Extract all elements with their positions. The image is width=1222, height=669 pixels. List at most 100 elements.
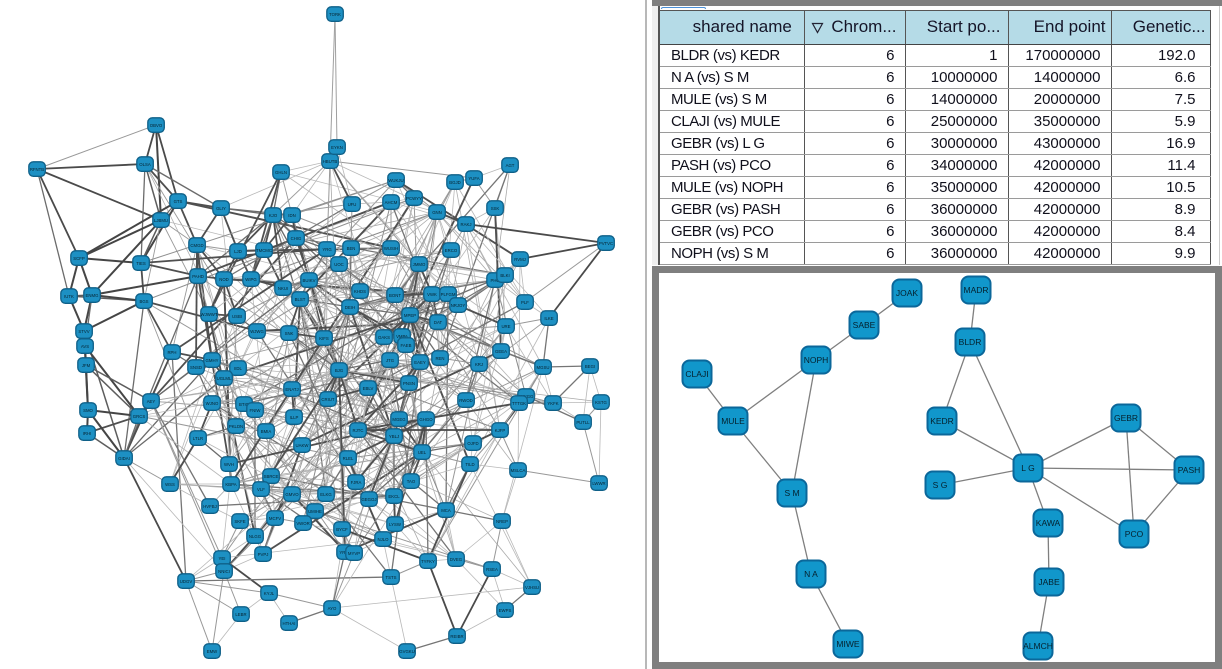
svg-text:N A: N A — [804, 569, 818, 579]
svg-text:SNK: SNK — [285, 331, 294, 336]
svg-text:ILKE: ILKE — [544, 316, 553, 321]
svg-text:FJRA: FJRA — [351, 480, 362, 485]
svg-text:TORK: TORK — [329, 12, 341, 17]
svg-text:GHGO: GHGO — [419, 417, 433, 422]
svg-text:WJWG: WJWG — [250, 329, 264, 334]
svg-text:YRLE: YRLE — [339, 550, 350, 555]
svg-text:BGJD: BGJD — [449, 180, 460, 185]
svg-text:RWOD: RWOD — [459, 398, 473, 403]
svg-text:CLAJI: CLAJI — [685, 369, 708, 379]
svg-text:MULE: MULE — [721, 416, 745, 426]
svg-text:WUKJU: WUKJU — [388, 178, 403, 183]
svg-text:PUTLL: PUTLL — [576, 420, 590, 425]
svg-text:YKFK: YKFK — [547, 401, 558, 406]
svg-text:KBPA: KBPA — [225, 482, 236, 487]
svg-text:LJD: LJD — [234, 249, 242, 254]
svg-text:CMGD: CMGD — [190, 243, 203, 248]
svg-text:PLF: PLF — [521, 300, 529, 305]
svg-text:JOAK: JOAK — [896, 288, 919, 298]
svg-text:PNSN: PNSN — [403, 381, 415, 386]
svg-text:TMCMC: TMCMC — [256, 248, 272, 253]
svg-text:SNSD: SNSD — [190, 365, 202, 370]
svg-text:ERCO: ERCO — [445, 248, 458, 253]
svg-text:CRIUT: CRIUT — [321, 397, 335, 402]
svg-text:RJTC: RJTC — [353, 428, 364, 433]
svg-text:ENMG: ENMG — [86, 293, 100, 298]
svg-text:NKUI: NKUI — [278, 286, 288, 291]
svg-text:PCWYY: PCWYY — [406, 196, 422, 201]
svg-text:EAEY: EAEY — [414, 360, 426, 365]
svg-text:BTIG: BTIG — [239, 402, 250, 407]
svg-text:MADR: MADR — [963, 285, 988, 295]
svg-text:ALMCH: ALMCH — [1023, 641, 1053, 651]
svg-text:OLSA: OLSA — [139, 162, 151, 167]
svg-text:UAKW: UAKW — [296, 443, 310, 448]
svg-text:MPEP: MPEP — [404, 313, 416, 318]
svg-text:S G: S G — [933, 480, 948, 490]
svg-text:STVV: STVV — [78, 329, 89, 334]
svg-text:WIPG: WIPG — [245, 277, 257, 282]
svg-text:BLST: BLST — [295, 297, 306, 302]
svg-text:GEEA: GEEA — [495, 349, 507, 354]
svg-text:RLEL: RLEL — [343, 456, 354, 461]
svg-text:GMHY: GMHY — [206, 358, 219, 363]
svg-text:GRCS: GRCS — [133, 414, 146, 419]
svg-text:GIDAI: GIDAI — [118, 456, 130, 461]
svg-text:AEY: AEY — [147, 399, 156, 404]
svg-text:GEBR: GEBR — [1114, 413, 1138, 423]
svg-text:LTLR: LTLR — [193, 436, 203, 441]
svg-text:IDN: IDN — [288, 213, 295, 218]
svg-text:L G: L G — [1021, 463, 1034, 473]
svg-text:HVFBJ: HVFBJ — [203, 504, 217, 509]
svg-text:GHLN: GHLN — [275, 170, 287, 175]
svg-text:OJFD: OJFD — [467, 441, 478, 446]
svg-text:JFM: JFM — [82, 363, 91, 368]
svg-text:LEBR: LEBR — [235, 612, 246, 617]
svg-text:IWYGG: IWYGG — [519, 394, 534, 399]
svg-text:URE: URE — [501, 324, 510, 329]
svg-text:SSK: SSK — [491, 206, 500, 211]
svg-text:TILD: TILD — [465, 462, 474, 467]
svg-text:LYSW: LYSW — [389, 522, 402, 527]
svg-text:BLDR: BLDR — [959, 337, 982, 347]
svg-text:SABE: SABE — [853, 320, 876, 330]
svg-text:MGEG: MGEG — [392, 417, 406, 422]
svg-text:WJNO: WJNO — [206, 401, 219, 406]
svg-text:ENATJ: ENATJ — [285, 387, 298, 392]
svg-text:PASH: PASH — [1178, 465, 1201, 475]
svg-text:RFNTB: RFNTB — [30, 167, 44, 172]
svg-text:NLGG: NLGG — [249, 534, 262, 539]
svg-text:MGSU: MGSU — [537, 365, 550, 370]
svg-text:YBLJ: YBLJ — [389, 434, 399, 439]
svg-text:USBI: USBI — [232, 314, 242, 319]
svg-text:MIWE: MIWE — [836, 639, 859, 649]
svg-text:REN: REN — [435, 356, 444, 361]
svg-text:NOD: NOD — [219, 277, 229, 282]
svg-text:AGT: AGT — [506, 163, 515, 168]
svg-text:KJO: KJO — [269, 213, 278, 218]
svg-text:VWK: VWK — [427, 292, 437, 297]
svg-text:MYVP: MYVP — [348, 551, 360, 556]
svg-text:UGLML: UGLML — [217, 376, 232, 381]
svg-text:BUIKV: BUIKV — [303, 278, 316, 283]
svg-text:PKLDN: PKLDN — [229, 424, 243, 429]
svg-text:TIES: TIES — [136, 261, 146, 266]
svg-text:SBRCE: SBRCE — [264, 474, 279, 479]
svg-text:BEN: BEN — [347, 246, 356, 251]
svg-text:AVS: AVS — [81, 344, 89, 349]
svg-text:VLF: VLF — [257, 487, 265, 492]
svg-text:OBVO: OBVO — [150, 123, 163, 128]
svg-text:KJFP: KJFP — [495, 428, 506, 433]
svg-text:VMPA: VMPA — [396, 334, 408, 339]
svg-text:YEI: YEI — [219, 556, 226, 561]
svg-text:JTG: JTG — [386, 358, 395, 363]
svg-text:KHDS: KHDS — [354, 289, 366, 294]
svg-text:TAO: TAO — [407, 479, 416, 484]
svg-text:RPH: RPH — [167, 350, 176, 355]
svg-text:OAKS: OAKS — [378, 335, 390, 340]
svg-text:EBLV: EBLV — [363, 386, 374, 391]
svg-text:KIFS: KIFS — [319, 336, 329, 341]
svg-text:LJBMU: LJBMU — [154, 218, 168, 223]
svg-text:KRJ: KRJ — [475, 362, 483, 367]
svg-text:YRG: YRG — [322, 247, 332, 252]
